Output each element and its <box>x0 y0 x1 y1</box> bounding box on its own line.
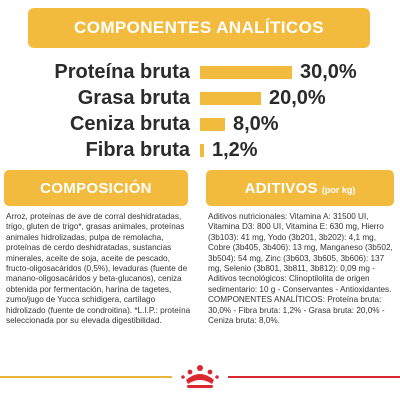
composition-text: Arroz, proteínas de ave de corral deshid… <box>6 212 191 326</box>
footer-line-right <box>228 376 400 378</box>
analysis-chart: Proteína bruta 30,0% Grasa bruta 20,0% C… <box>0 56 400 162</box>
additives-title: ADITIVOS <box>244 179 318 197</box>
analysis-value: 1,2% <box>212 139 258 161</box>
additives-text: Aditivos nutricionales: Vitamina A: 3150… <box>208 212 393 326</box>
analysis-value: 8,0% <box>233 113 279 135</box>
analysis-value: 30,0% <box>300 61 357 83</box>
additives-subtitle: (por kg) <box>321 184 356 195</box>
analysis-row-ash: Ceniza bruta 8,0% <box>0 112 400 136</box>
analysis-bar <box>200 118 225 131</box>
analysis-label: Ceniza bruta <box>69 113 190 135</box>
analysis-bar <box>200 66 292 79</box>
composition-title: COMPOSICIÓN <box>40 179 152 197</box>
analysis-label: Fibra bruta <box>85 139 190 161</box>
additives-banner: ADITIVOS (por kg) <box>206 170 394 206</box>
composition-banner: COMPOSICIÓN <box>4 170 188 206</box>
analysis-row-fat: Grasa bruta 20,0% <box>0 86 400 110</box>
royal-canin-crown-logo-icon <box>181 365 219 388</box>
analysis-row-fiber: Fibra bruta 1,2% <box>0 138 400 162</box>
footer-line-left <box>0 376 172 378</box>
banner-title: COMPONENTES ANALÍTICOS <box>74 18 324 37</box>
analytical-components-banner: COMPONENTES ANALÍTICOS <box>28 8 370 48</box>
analysis-value: 20,0% <box>269 87 326 109</box>
analysis-label: Grasa bruta <box>77 87 190 109</box>
analysis-label: Proteína bruta <box>54 61 190 83</box>
analysis-row-protein: Proteína bruta 30,0% <box>0 60 400 84</box>
analysis-bar <box>200 92 261 105</box>
analysis-bar <box>200 144 204 157</box>
